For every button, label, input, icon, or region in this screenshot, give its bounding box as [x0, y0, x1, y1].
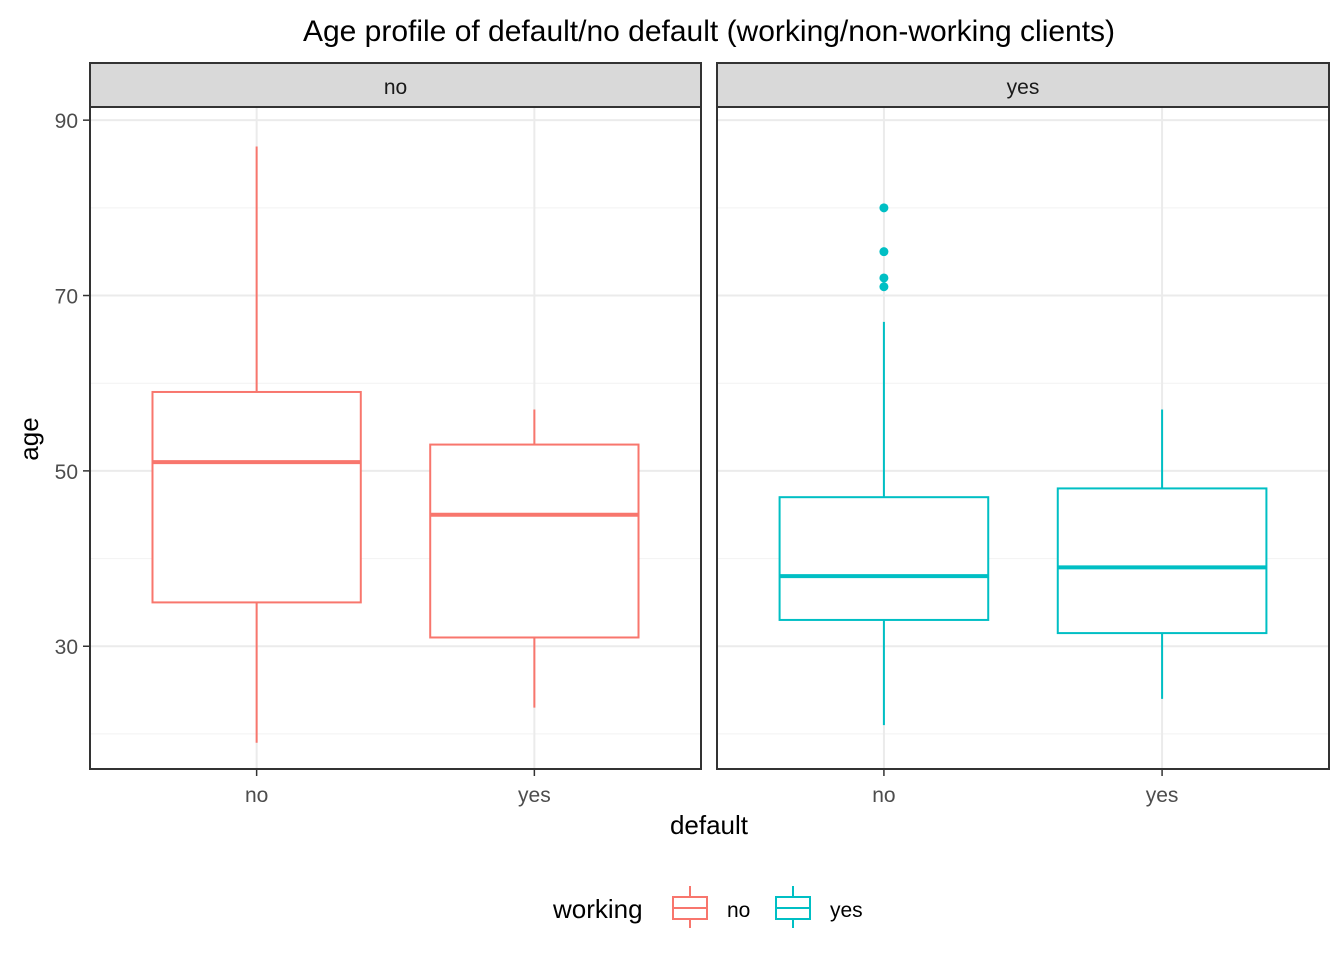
legend-items: no yes: [672, 886, 863, 928]
legend: working no yes: [552, 886, 863, 928]
legend-label: yes: [830, 899, 863, 922]
facet-strip-label: yes: [1007, 76, 1040, 99]
outlier-point: [879, 247, 889, 257]
box-yes-yes: [1056, 487, 1268, 635]
legend-title: working: [552, 894, 643, 924]
x-tick-label: no: [872, 784, 895, 807]
panel-background: [717, 107, 1329, 769]
box-no-yes: [429, 443, 640, 639]
plot-layer: no yes no no yes yes 30 50 70 90: [55, 62, 1330, 807]
outlier-point: [879, 282, 889, 292]
x-tick-label: no: [245, 784, 268, 807]
x-tick-label: yes: [1146, 784, 1179, 807]
box-yes-no: [778, 496, 990, 621]
outlier-point: [879, 273, 889, 283]
legend-item-no: no: [672, 886, 750, 928]
legend-item-yes: yes: [775, 886, 863, 928]
facet-strip: [89, 62, 702, 108]
facet-strip-label: no: [384, 76, 407, 99]
y-axis-title: age: [14, 417, 44, 460]
chart-title: Age profile of default/no default (worki…: [303, 15, 1115, 48]
y-tick-label: 50: [55, 461, 78, 484]
outlier-point: [879, 203, 889, 213]
y-tick-label: 30: [55, 636, 78, 659]
y-tick-label: 90: [55, 110, 78, 133]
box-no-no: [151, 390, 362, 604]
x-axis-title: default: [670, 810, 749, 840]
x-tick-label: yes: [518, 784, 551, 807]
facet-strip: [716, 62, 1330, 108]
y-tick-label: 70: [55, 286, 78, 309]
legend-label: no: [727, 899, 750, 922]
